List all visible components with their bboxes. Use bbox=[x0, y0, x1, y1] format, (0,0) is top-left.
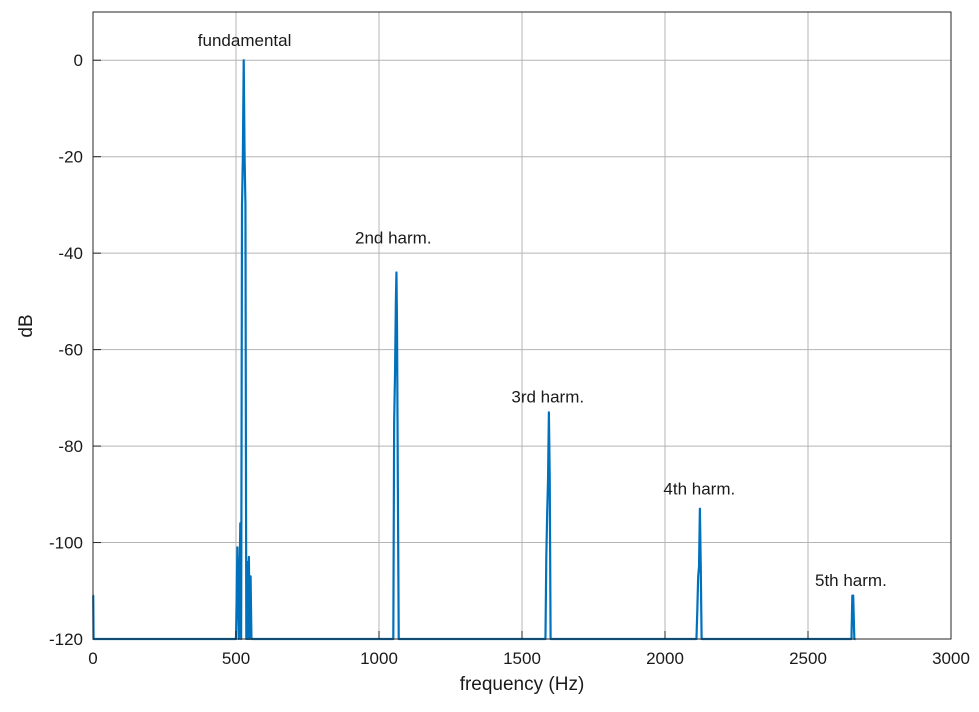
y-tick-label: -120 bbox=[49, 630, 83, 649]
harmonic-annotation: 5th harm. bbox=[815, 571, 887, 590]
y-tick-label: -100 bbox=[49, 534, 83, 553]
x-axis-label: frequency (Hz) bbox=[460, 674, 585, 695]
x-tick-labels: 0 500 1000 1500 2000 2500 3000 bbox=[88, 649, 970, 668]
x-tick-label: 2000 bbox=[646, 649, 684, 668]
y-tick-label: 0 bbox=[74, 51, 83, 70]
x-tick-label: 2500 bbox=[789, 649, 827, 668]
x-tick-label: 3000 bbox=[932, 649, 970, 668]
harmonic-annotation: 3rd harm. bbox=[511, 388, 584, 407]
x-tick-label: 1500 bbox=[503, 649, 541, 668]
y-tick-labels: 0 -20 -40 -60 -80 -100 -120 bbox=[49, 51, 83, 649]
harmonic-annotation: fundamental bbox=[198, 31, 292, 50]
harmonic-annotation: 2nd harm. bbox=[355, 229, 432, 248]
y-tick-label: -40 bbox=[58, 244, 83, 263]
y-tick-label: -60 bbox=[58, 341, 83, 360]
y-tick-label: -80 bbox=[58, 437, 83, 456]
x-tick-label: 0 bbox=[88, 649, 97, 668]
x-tick-label: 500 bbox=[222, 649, 250, 668]
y-axis-label: dB bbox=[16, 314, 37, 337]
y-tick-label: -20 bbox=[58, 148, 83, 167]
harmonic-annotation: 4th harm. bbox=[663, 479, 735, 498]
x-tick-label: 1000 bbox=[360, 649, 398, 668]
